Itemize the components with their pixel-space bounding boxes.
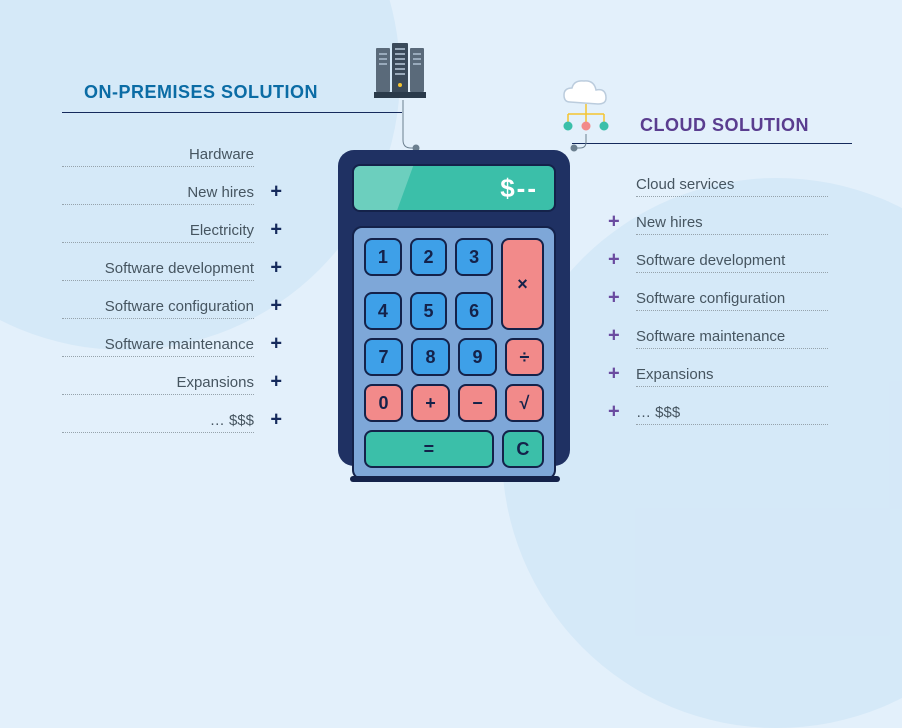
plus-icon: + xyxy=(608,287,620,310)
cost-item: New hires + xyxy=(608,203,828,241)
cost-item: … $$$ + xyxy=(608,393,828,431)
key-c: C xyxy=(502,430,544,468)
key-times: × xyxy=(501,238,544,330)
item-label: Software maintenance xyxy=(105,336,254,353)
item-label: New hires xyxy=(636,214,703,231)
key-8: 8 xyxy=(411,338,450,376)
cost-item: Software development + xyxy=(62,249,282,287)
plus-icon: + xyxy=(270,257,282,280)
item-label: … $$$ xyxy=(636,404,680,421)
key-7: 7 xyxy=(364,338,403,376)
plus-icon: + xyxy=(270,333,282,356)
plus-icon: + xyxy=(270,371,282,394)
plus-icon: + xyxy=(270,409,282,432)
plus-icon: + xyxy=(270,219,282,242)
onprem-items: HardwareNew hires+Electricity+Software d… xyxy=(62,135,282,439)
key-9: 9 xyxy=(458,338,497,376)
item-label: Cloud services xyxy=(636,176,734,193)
item-label: New hires xyxy=(187,184,254,201)
plus-icon: + xyxy=(270,295,282,318)
cost-item: Software configuration + xyxy=(608,279,828,317)
connector-left xyxy=(400,100,420,156)
cost-item: Expansions + xyxy=(608,355,828,393)
item-label: Software development xyxy=(105,260,254,277)
key-plus: + xyxy=(411,384,450,422)
key-2: 2 xyxy=(410,238,448,276)
cost-item: Electricity + xyxy=(62,211,282,249)
calc-display: $-- xyxy=(352,164,556,212)
item-label: … $$$ xyxy=(210,412,254,429)
cost-item: Software maintenance + xyxy=(62,325,282,363)
key-6: 6 xyxy=(455,292,493,330)
key-eq: = xyxy=(364,430,494,468)
key-4: 4 xyxy=(364,292,402,330)
cost-item: Cloud services xyxy=(608,165,828,203)
key-3: 3 xyxy=(455,238,493,276)
key-div: ÷ xyxy=(505,338,544,376)
plus-icon: + xyxy=(608,363,620,386)
calc-display-value: $-- xyxy=(500,173,538,204)
item-label: Software configuration xyxy=(636,290,785,307)
cloud-items: Cloud servicesNew hires+Software develop… xyxy=(608,165,828,431)
item-label: Software development xyxy=(636,252,785,269)
plus-icon: + xyxy=(608,401,620,424)
calculator: $-- 1 2 3 4 5 6 × xyxy=(338,150,570,466)
key-0: 0 xyxy=(364,384,403,422)
cloud-icon xyxy=(550,78,622,138)
plus-icon: + xyxy=(608,249,620,272)
onprem-divider xyxy=(62,112,402,113)
item-label: Software configuration xyxy=(105,298,254,315)
cloud-title: CLOUD SOLUTION xyxy=(640,115,809,136)
cost-item: … $$$ + xyxy=(62,401,282,439)
infographic: ON-PREMISES SOLUTION CLOUD SOLUTION H xyxy=(0,0,902,528)
key-5: 5 xyxy=(410,292,448,330)
plus-icon: + xyxy=(608,325,620,348)
calc-shadow xyxy=(350,476,560,482)
cost-item: Expansions + xyxy=(62,363,282,401)
connector-right xyxy=(570,134,590,164)
key-root: √ xyxy=(505,384,544,422)
cost-item: Software configuration + xyxy=(62,287,282,325)
key-1: 1 xyxy=(364,238,402,276)
item-label: Expansions xyxy=(636,366,714,383)
item-label: Electricity xyxy=(190,222,254,239)
key-minus: − xyxy=(458,384,497,422)
server-icon xyxy=(370,40,430,104)
cloud-divider xyxy=(572,143,852,144)
cost-item: New hires + xyxy=(62,173,282,211)
cost-item: Software development + xyxy=(608,241,828,279)
plus-icon: + xyxy=(608,211,620,234)
onprem-title: ON-PREMISES SOLUTION xyxy=(84,82,318,103)
plus-icon: + xyxy=(270,181,282,204)
calc-keypad: 1 2 3 4 5 6 × 7 8 9 ÷ xyxy=(352,226,556,480)
cost-item: Hardware xyxy=(62,135,282,173)
item-label: Expansions xyxy=(176,374,254,391)
item-label: Software maintenance xyxy=(636,328,785,345)
item-label: Hardware xyxy=(189,146,254,163)
cost-item: Software maintenance + xyxy=(608,317,828,355)
